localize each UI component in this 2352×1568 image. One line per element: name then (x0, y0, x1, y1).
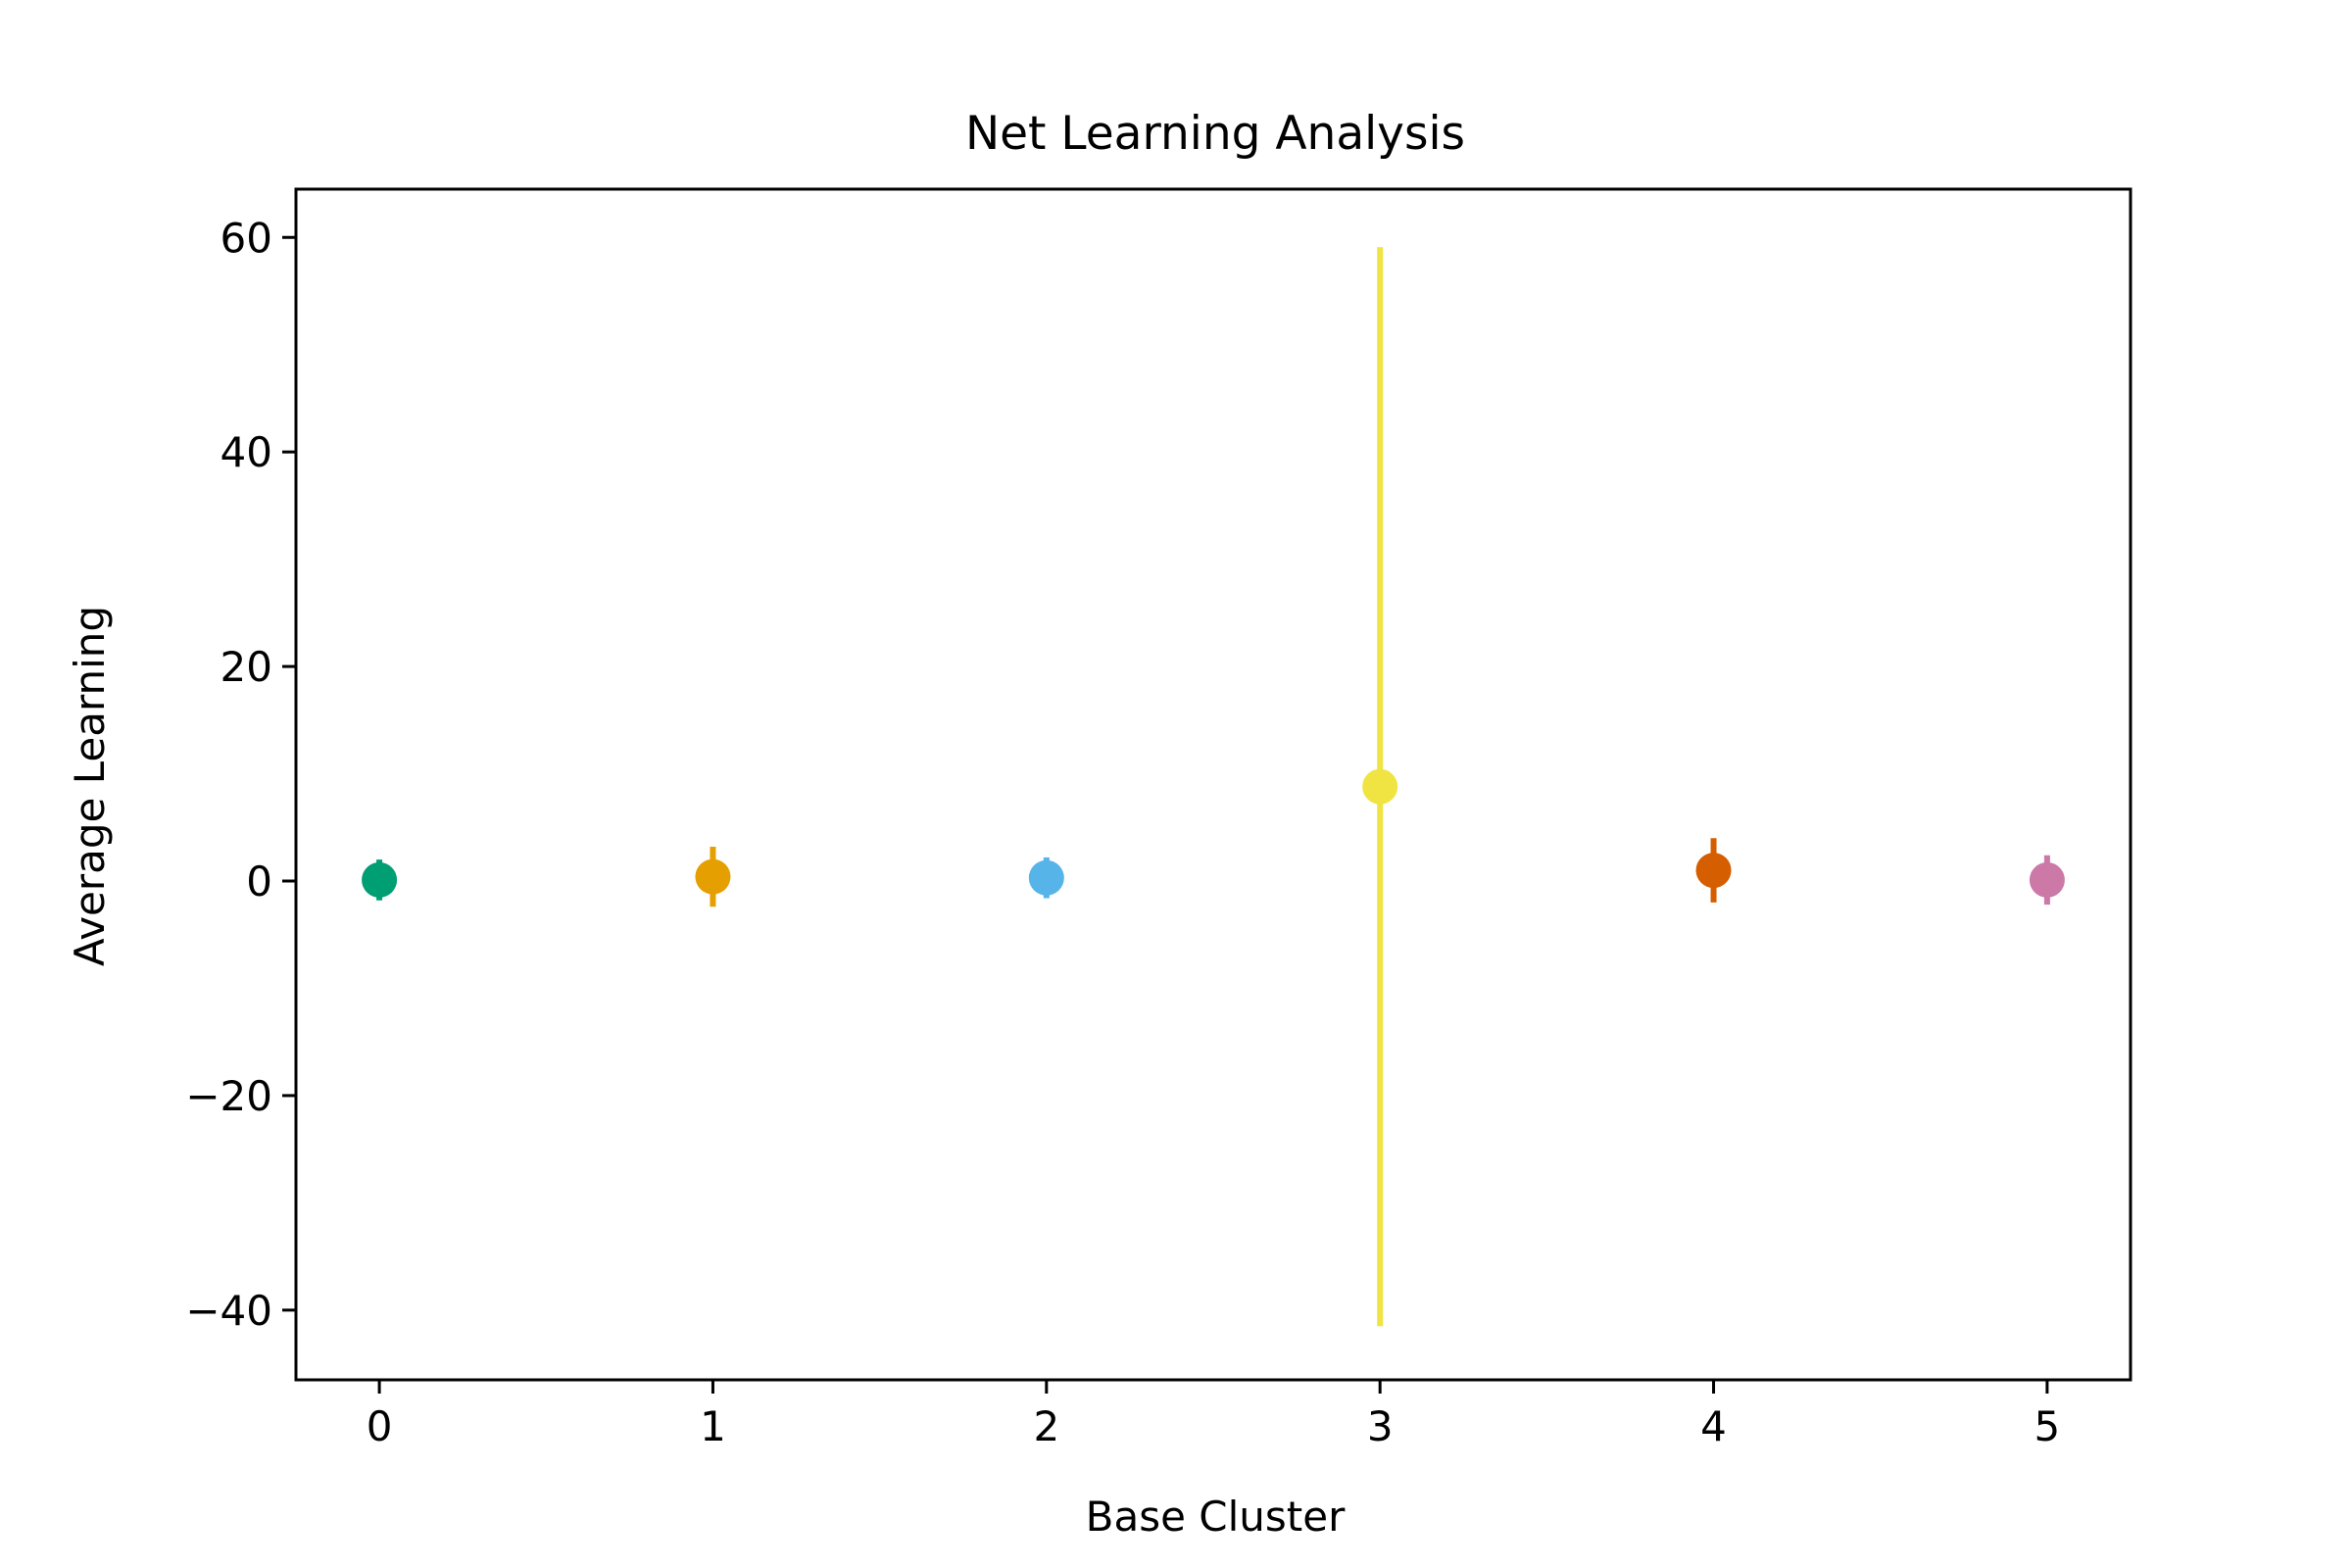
y-tick-label: 60 (220, 214, 272, 262)
y-tick-label: 40 (220, 428, 272, 476)
x-tick-label: 1 (700, 1402, 726, 1450)
data-point (2029, 861, 2065, 898)
x-tick-label: 4 (1700, 1402, 1727, 1450)
y-axis-label: Average Learning (66, 606, 114, 966)
x-axis-label: Base Cluster (1086, 1493, 1346, 1541)
x-tick-label: 0 (367, 1402, 393, 1450)
y-tick-label: 20 (220, 643, 272, 691)
y-tick-label: −40 (185, 1287, 272, 1335)
y-tick-label: −20 (185, 1072, 272, 1120)
x-axis: 0 1 2 3 4 5 (367, 1380, 2061, 1450)
data-point (1695, 853, 1732, 889)
x-tick-label: 5 (2034, 1402, 2061, 1450)
plot-frame (294, 187, 2132, 1382)
data-point (695, 858, 731, 895)
y-axis: −40 −20 0 20 40 60 (185, 214, 296, 1335)
chart-title: Net Learning Analysis (965, 107, 1465, 161)
x-tick-label: 3 (1367, 1402, 1394, 1450)
data-point (362, 861, 398, 898)
data-point (1028, 859, 1064, 896)
x-tick-label: 2 (1033, 1402, 1059, 1450)
y-tick-label: 0 (246, 858, 272, 906)
plot-area (362, 247, 2065, 1327)
data-point (1362, 768, 1398, 805)
